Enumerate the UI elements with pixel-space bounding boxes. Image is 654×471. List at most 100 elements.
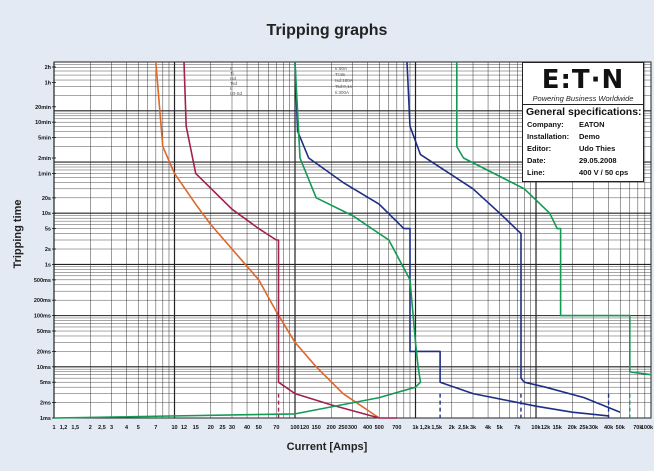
spec-key: Installation: [527, 132, 570, 141]
x-tick-label: 700 [392, 425, 401, 431]
curve-setting-label: I2t-Sd [230, 91, 243, 96]
x-tick-label: 300 [348, 425, 357, 431]
x-tick-label: 70 [273, 425, 279, 431]
y-tick-label: 20s [42, 196, 51, 202]
spec-key: Line: [527, 168, 545, 177]
y-tick-label: 1h [45, 80, 52, 86]
curve-setting-label: Ii:300A [335, 90, 349, 95]
x-tick-label: 200 [327, 425, 336, 431]
spec-value: EATON [579, 120, 605, 129]
x-tick-label: 3 [110, 425, 113, 431]
spec-heading: General specifications: [526, 106, 642, 118]
x-tick-label: 20 [208, 425, 214, 431]
y-tick-label: 1s [45, 262, 51, 268]
x-tick-label: 40k [604, 425, 614, 431]
x-tick-label: 50 [256, 425, 262, 431]
y-tick-label: 50ms [37, 329, 51, 335]
spec-row-line: Line: 400 V / 50 cps [527, 168, 628, 177]
spec-value: Demo [579, 132, 600, 141]
curve-setting-label: Tr:8s [335, 72, 346, 77]
spec-key: Company: [527, 120, 564, 129]
x-tick-label: 40 [244, 425, 250, 431]
logo-tagline: Powering Business Worldwide [532, 94, 634, 103]
x-tick-label: 400 [363, 425, 372, 431]
series-line-1 [155, 61, 380, 419]
x-tick-label: 1,5 [71, 425, 79, 431]
spec-row-installation: Installation: Demo [527, 132, 600, 141]
x-tick-label: 12 [181, 425, 187, 431]
x-tick-label: 15k [553, 425, 563, 431]
series-line-3 [294, 61, 609, 417]
series-line-5 [53, 61, 422, 419]
y-tick-label: 2s [45, 247, 51, 253]
y-tick-label: 10min [35, 120, 52, 126]
y-tick-label: 200ms [34, 298, 51, 304]
x-tick-label: 1 [52, 425, 55, 431]
spec-value: Udo Thies [579, 144, 616, 153]
y-tick-label: 10s [42, 211, 51, 217]
curve-setting-label: Ir:60A [335, 66, 347, 71]
info-box: E:T·N Powering Business Worldwide Genera… [522, 62, 644, 182]
series-line-6 [455, 62, 652, 376]
curve-setting-label: Ti [230, 71, 234, 76]
x-tick-label: 7 [154, 425, 157, 431]
x-tick-label: 10k [531, 425, 541, 431]
y-tick-label: 2h [45, 65, 52, 71]
x-tick-label: 2,5k [458, 425, 470, 431]
curve-setting-label: Isd [230, 76, 237, 81]
spec-row-company: Company: EATON [527, 120, 605, 129]
y-tick-label: 5ms [40, 380, 51, 386]
x-tick-label: 100k [641, 425, 654, 431]
x-tick-label: 20k [568, 425, 578, 431]
y-tick-label: 5min [38, 136, 51, 142]
eaton-logo: E:T·N [541, 65, 625, 95]
y-tick-label: 5s [45, 227, 51, 233]
spec-key: Date: [527, 156, 546, 165]
x-tick-label: 150 [312, 425, 321, 431]
curve-setting-label: Ii [230, 86, 232, 91]
x-tick-label: 4k [485, 425, 492, 431]
x-tick-label: 3k [470, 425, 477, 431]
x-tick-label: 25k [579, 425, 589, 431]
curve-setting-label: Tsd [230, 81, 238, 86]
x-tick-label: 7k [514, 425, 521, 431]
chart-title: Tripping graphs [266, 22, 388, 39]
spec-key: Editor: [527, 144, 552, 153]
x-tick-label: 30 [229, 425, 235, 431]
curve-setting-label: Tsd:0,1s [335, 84, 353, 89]
series-line-4 [406, 61, 621, 413]
x-tick-label: 120 [300, 425, 309, 431]
spec-row-editor: Editor: Udo Thies [527, 144, 615, 153]
x-tick-label: 1,5k [431, 425, 443, 431]
x-tick-label: 5k [497, 425, 504, 431]
y-tick-label: 20ms [37, 349, 51, 355]
x-tick-label: 1,2k [420, 425, 432, 431]
x-axis-label: Current [Amps] [286, 441, 368, 453]
y-tick-label: 20min [35, 105, 52, 111]
x-tick-label: 500 [375, 425, 384, 431]
y-tick-label: 1min [38, 171, 51, 177]
info-divider [523, 104, 643, 105]
series-line-2 [183, 61, 397, 419]
x-tick-label: 15 [193, 425, 199, 431]
y-tick-label: 2min [38, 156, 51, 162]
x-tick-label: 10 [171, 425, 177, 431]
x-tick-label: 250 [338, 425, 347, 431]
x-tick-label: 4 [125, 425, 129, 431]
x-tick-label: 50k [616, 425, 626, 431]
spec-row-date: Date: 29.05.2008 [527, 156, 617, 165]
x-tick-label: 1,2 [60, 425, 68, 431]
curve-setting-label: Isd:180A [335, 78, 353, 83]
x-tick-label: 25 [219, 425, 225, 431]
y-tick-label: 2ms [40, 401, 51, 407]
x-tick-label: 70k [633, 425, 643, 431]
x-tick-label: 1k [412, 425, 419, 431]
x-tick-label: 12k [541, 425, 551, 431]
x-tick-label: 2,5 [98, 425, 106, 431]
x-tick-label: 30k [589, 425, 599, 431]
y-tick-label: 500ms [34, 278, 51, 284]
y-tick-label: 1ms [40, 416, 51, 422]
y-tick-label: 100ms [34, 314, 51, 320]
x-tick-label: 5 [137, 425, 140, 431]
